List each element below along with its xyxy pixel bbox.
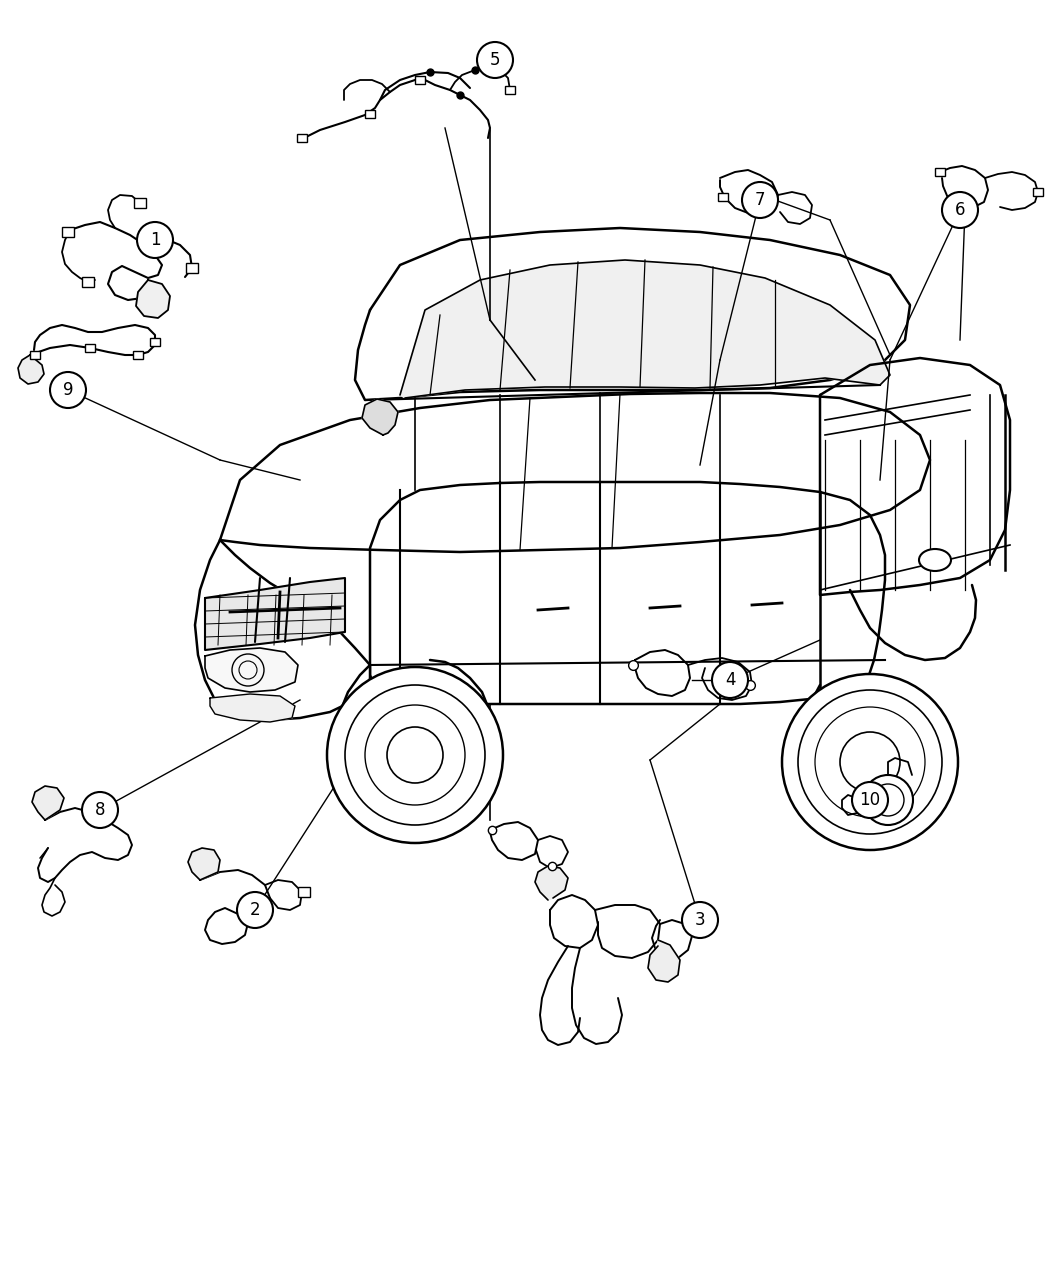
FancyBboxPatch shape bbox=[415, 76, 425, 84]
Text: 7: 7 bbox=[755, 191, 765, 209]
Circle shape bbox=[50, 372, 86, 408]
Circle shape bbox=[712, 662, 748, 697]
Text: 2: 2 bbox=[250, 901, 260, 919]
Circle shape bbox=[852, 782, 888, 819]
Circle shape bbox=[82, 792, 118, 827]
Circle shape bbox=[782, 674, 958, 850]
Polygon shape bbox=[195, 541, 370, 720]
Circle shape bbox=[477, 42, 513, 78]
Text: 9: 9 bbox=[63, 381, 74, 399]
Polygon shape bbox=[210, 694, 295, 722]
Circle shape bbox=[742, 182, 778, 218]
FancyBboxPatch shape bbox=[62, 227, 74, 237]
FancyBboxPatch shape bbox=[297, 134, 307, 142]
Text: 8: 8 bbox=[94, 801, 105, 819]
Polygon shape bbox=[400, 260, 890, 398]
Text: 5: 5 bbox=[489, 51, 500, 69]
FancyBboxPatch shape bbox=[298, 887, 310, 898]
FancyBboxPatch shape bbox=[30, 351, 40, 360]
Circle shape bbox=[682, 901, 718, 938]
FancyBboxPatch shape bbox=[85, 344, 94, 352]
FancyBboxPatch shape bbox=[365, 110, 375, 119]
FancyBboxPatch shape bbox=[186, 263, 198, 273]
Circle shape bbox=[327, 667, 503, 843]
Polygon shape bbox=[18, 354, 44, 384]
FancyBboxPatch shape bbox=[150, 338, 160, 346]
Circle shape bbox=[863, 775, 914, 825]
Polygon shape bbox=[220, 393, 930, 552]
Polygon shape bbox=[136, 280, 170, 317]
Ellipse shape bbox=[919, 550, 951, 571]
Text: 6: 6 bbox=[954, 201, 965, 219]
Text: 1: 1 bbox=[150, 231, 161, 249]
FancyBboxPatch shape bbox=[483, 64, 493, 71]
Polygon shape bbox=[188, 848, 220, 880]
FancyBboxPatch shape bbox=[82, 277, 94, 287]
FancyBboxPatch shape bbox=[718, 193, 728, 201]
Circle shape bbox=[136, 222, 173, 258]
FancyBboxPatch shape bbox=[934, 168, 945, 176]
Text: 3: 3 bbox=[695, 912, 706, 929]
Polygon shape bbox=[370, 482, 885, 704]
Polygon shape bbox=[32, 785, 64, 820]
Polygon shape bbox=[205, 648, 298, 692]
Polygon shape bbox=[536, 866, 568, 900]
FancyBboxPatch shape bbox=[134, 198, 146, 208]
Polygon shape bbox=[820, 358, 1010, 595]
Circle shape bbox=[237, 892, 273, 928]
Polygon shape bbox=[355, 228, 910, 400]
Polygon shape bbox=[205, 578, 345, 650]
Circle shape bbox=[942, 193, 978, 228]
FancyBboxPatch shape bbox=[133, 351, 143, 360]
Text: 10: 10 bbox=[860, 790, 881, 810]
Polygon shape bbox=[648, 940, 680, 982]
Polygon shape bbox=[362, 399, 398, 435]
Text: 4: 4 bbox=[724, 671, 735, 688]
FancyBboxPatch shape bbox=[505, 85, 514, 94]
FancyBboxPatch shape bbox=[1033, 187, 1043, 196]
